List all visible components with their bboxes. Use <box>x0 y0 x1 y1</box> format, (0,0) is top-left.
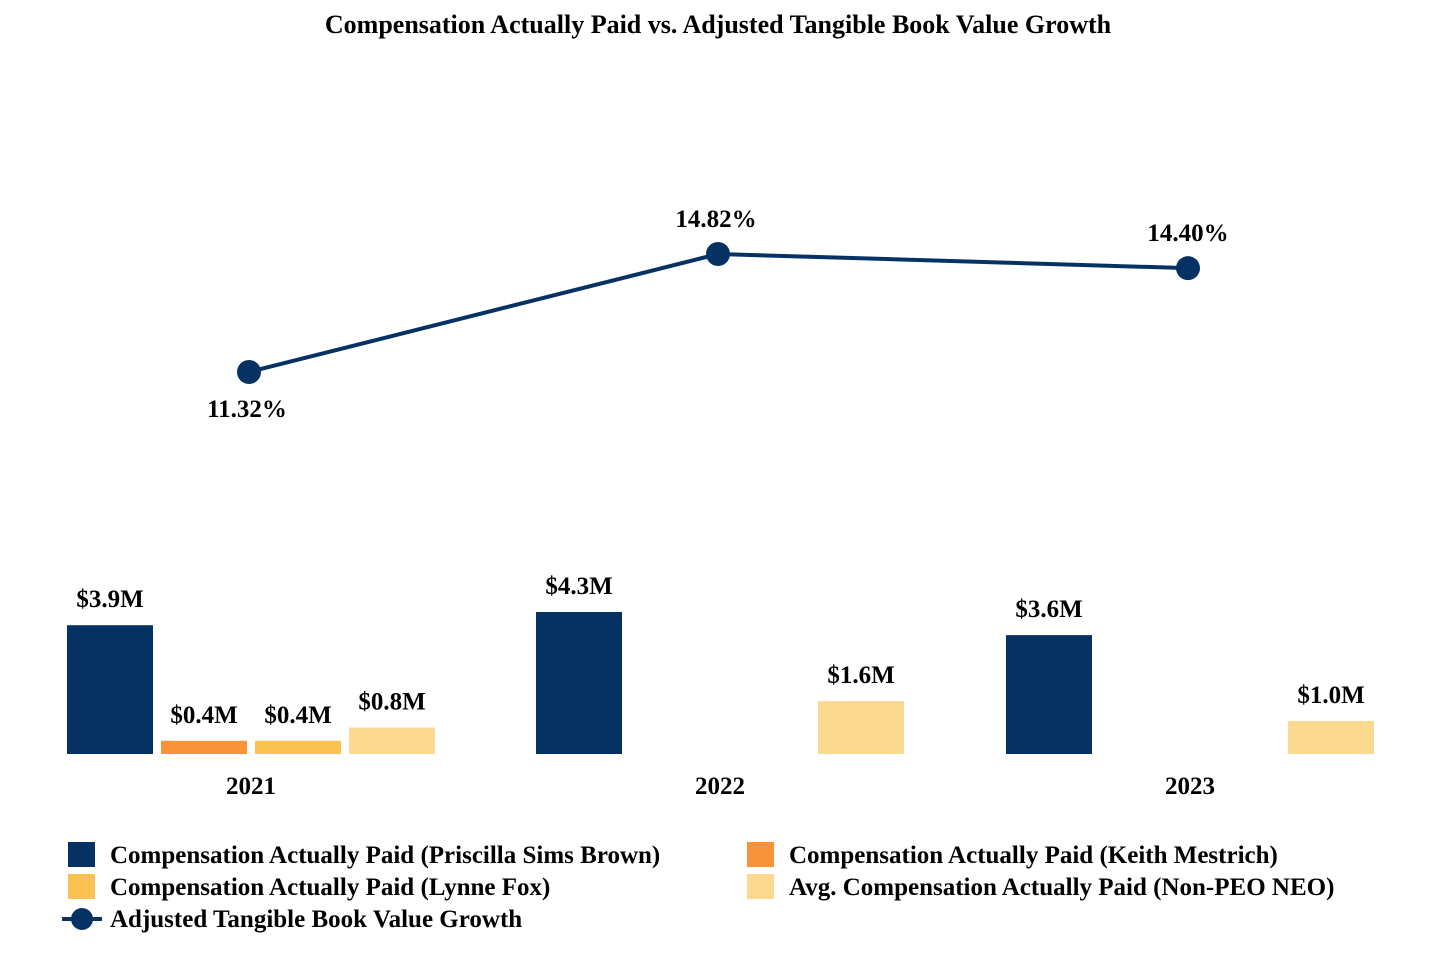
bar-label-2021-compensation-actually-paid-priscilla-sims-brown: $3.9M <box>76 586 143 613</box>
line-adjusted-tangible-book-value-growth <box>248 251 1189 374</box>
legend-item-adjusted-tangible-book-value-growth: Adjusted Tangible Book Value Growth <box>62 906 522 933</box>
chart-title: Compensation Actually Paid vs. Adjusted … <box>325 10 1112 39</box>
legend-swatch-compensation-actually-paid-priscilla-sims-brown <box>68 842 95 867</box>
bar-2021-compensation-actually-paid-lynne-fox <box>255 740 341 754</box>
legend-swatch-compensation-actually-paid-lynne-fox <box>68 874 95 899</box>
bars-layer: $3.9M $0.4M $0.4M $0.8M $4.3M $1.6M $3.6M $1.0M <box>67 573 1374 754</box>
line-layer: 11.32% 14.82% 14.40% <box>207 206 1229 423</box>
bar-label-2023-compensation-actually-paid-priscilla-sims-brown: $3.6M <box>1015 596 1082 623</box>
line-label-2022: 14.82% <box>675 206 756 233</box>
bar-label-2021-compensation-actually-paid-lynne-fox: $0.4M <box>264 702 331 729</box>
legend-label-compensation-actually-paid-lynne-fox: Compensation Actually Paid (Lynne Fox) <box>110 874 550 901</box>
legend-item-avg-compensation-actually-paid-non-peo-neo: Avg. Compensation Actually Paid (Non-PEO… <box>747 874 1334 901</box>
x-tick-label-2022: 2022 <box>695 773 745 800</box>
line-label-2021: 11.32% <box>207 396 287 423</box>
legend-item-compensation-actually-paid-priscilla-sims-brown: Compensation Actually Paid (Priscilla Si… <box>68 842 660 869</box>
bar-2022-compensation-actually-paid-priscilla-sims-brown <box>536 612 622 754</box>
legend-item-compensation-actually-paid-lynne-fox: Compensation Actually Paid (Lynne Fox) <box>68 874 550 901</box>
bar-label-2021-avg-compensation-actually-paid-non-peo-neo: $0.8M <box>358 689 425 716</box>
bar-label-2023-avg-compensation-actually-paid-non-peo-neo: $1.0M <box>1297 682 1364 709</box>
bar-2021-compensation-actually-paid-priscilla-sims-brown <box>67 625 153 754</box>
line-label-2023: 14.40% <box>1147 220 1228 247</box>
x-tick-label-2021: 2021 <box>226 773 276 800</box>
bar-2023-compensation-actually-paid-priscilla-sims-brown <box>1006 635 1092 754</box>
line-point-2023 <box>1176 256 1200 281</box>
x-tick-label-2023: 2023 <box>1165 773 1215 800</box>
legend-item-compensation-actually-paid-keith-mestrich: Compensation Actually Paid (Keith Mestri… <box>747 842 1278 869</box>
bar-2022-avg-compensation-actually-paid-non-peo-neo <box>818 701 904 754</box>
legend-marker-adjusted-tangible-book-value-growth <box>71 908 93 930</box>
x-axis-tick-labels: 2021 2022 2023 <box>226 773 1215 800</box>
legend-swatch-compensation-actually-paid-keith-mestrich <box>747 842 774 867</box>
legend-swatch-avg-compensation-actually-paid-non-peo-neo <box>747 874 774 899</box>
legend-label-compensation-actually-paid-priscilla-sims-brown: Compensation Actually Paid (Priscilla Si… <box>110 842 660 869</box>
bar-2023-avg-compensation-actually-paid-non-peo-neo <box>1288 720 1374 754</box>
legend-label-compensation-actually-paid-keith-mestrich: Compensation Actually Paid (Keith Mestri… <box>789 842 1278 869</box>
line-point-2022 <box>706 242 730 266</box>
line-point-2021 <box>237 360 261 384</box>
bar-2021-avg-compensation-actually-paid-non-peo-neo <box>349 727 435 754</box>
legend-label-avg-compensation-actually-paid-non-peo-neo: Avg. Compensation Actually Paid (Non-PEO… <box>789 874 1334 901</box>
legend-label-adjusted-tangible-book-value-growth: Adjusted Tangible Book Value Growth <box>110 906 522 933</box>
bar-label-2022-avg-compensation-actually-paid-non-peo-neo: $1.6M <box>827 662 894 689</box>
bar-label-2021-compensation-actually-paid-keith-mestrich: $0.4M <box>170 702 237 729</box>
bar-label-2022-compensation-actually-paid-priscilla-sims-brown: $4.3M <box>545 573 612 600</box>
legend: Compensation Actually Paid (Priscilla Si… <box>62 842 1334 933</box>
bar-2021-compensation-actually-paid-keith-mestrich <box>161 740 247 754</box>
